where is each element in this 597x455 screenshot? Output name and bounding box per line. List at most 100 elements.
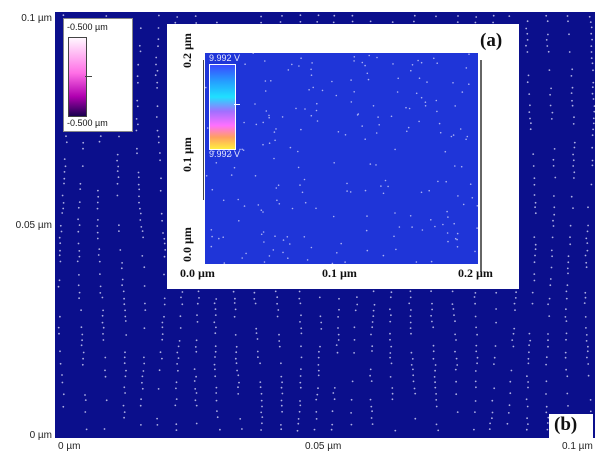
texture-dot — [175, 387, 177, 390]
texture-dot — [410, 309, 412, 311]
texture-dot — [526, 20, 529, 23]
texture-dot — [139, 404, 142, 407]
texture-dot — [430, 260, 433, 263]
texture-dot — [320, 328, 323, 330]
outer-panel-label: (b) — [554, 414, 578, 435]
texture-dot — [98, 248, 101, 251]
texture-dot — [310, 246, 313, 249]
texture-dot — [317, 387, 319, 390]
texture-dot — [297, 150, 299, 153]
texture-dot — [125, 334, 128, 336]
texture-dot — [545, 356, 548, 359]
texture-dot — [215, 392, 218, 394]
texture-dot — [465, 67, 468, 69]
texture-dot — [163, 303, 166, 306]
texture-dot — [77, 218, 79, 221]
texture-dot — [409, 315, 412, 317]
texture-dot — [331, 410, 334, 413]
texture-dot — [58, 332, 60, 335]
texture-dot — [139, 50, 142, 53]
texture-dot — [333, 387, 336, 389]
texture-dot — [548, 315, 551, 317]
texture-dot — [454, 333, 456, 336]
texture-dot — [506, 422, 509, 425]
texture-dot — [234, 308, 237, 311]
texture-dot — [77, 242, 80, 245]
texture-dot — [356, 296, 358, 298]
texture-dot — [446, 232, 449, 234]
texture-dot — [84, 394, 86, 396]
texture-dot — [62, 405, 65, 408]
texture-dot — [415, 92, 418, 95]
texture-dot — [584, 316, 587, 318]
texture-dot — [491, 417, 493, 420]
texture-dot — [361, 125, 363, 127]
outer-y-tick-top: 0.1 µm — [21, 13, 52, 24]
texture-dot — [377, 116, 379, 118]
inset-legend-top-label: 9.992 V — [209, 53, 241, 63]
texture-dot — [351, 20, 354, 23]
texture-dot — [135, 118, 138, 120]
texture-dot — [526, 417, 528, 420]
texture-dot — [158, 14, 160, 17]
texture-dot — [371, 321, 374, 323]
texture-dot — [177, 369, 179, 372]
texture-dot — [527, 357, 530, 360]
texture-dot — [529, 104, 531, 107]
outer-y-tick-mid: 0.05 µm — [15, 220, 52, 231]
texture-dot — [489, 422, 491, 425]
texture-dot — [421, 229, 424, 231]
texture-dot — [525, 44, 527, 47]
texture-dot — [420, 61, 423, 64]
texture-dot — [164, 249, 167, 251]
texture-dot — [466, 135, 469, 138]
texture-dot — [143, 285, 146, 287]
texture-dot — [546, 422, 549, 424]
texture-dot — [389, 352, 392, 354]
texture-dot — [310, 114, 313, 117]
texture-dot — [234, 357, 237, 360]
texture-dot — [156, 105, 159, 108]
texture-dot — [587, 374, 590, 377]
texture-dot — [124, 320, 127, 322]
texture-dot — [274, 290, 277, 293]
texture-dot — [527, 386, 529, 389]
texture-dot — [550, 249, 553, 252]
texture-dot — [116, 153, 119, 156]
texture-dot — [412, 374, 415, 377]
texture-dot — [316, 102, 318, 105]
texture-dot — [99, 135, 102, 137]
texture-dot — [260, 399, 263, 402]
texture-dot — [116, 170, 119, 173]
texture-dot — [300, 332, 303, 335]
texture-dot — [195, 339, 198, 342]
texture-dot — [533, 273, 536, 275]
texture-dot — [492, 14, 495, 17]
texture-dot — [289, 146, 292, 149]
texture-dot — [525, 398, 528, 401]
texture-dot — [567, 272, 569, 275]
texture-dot — [181, 291, 184, 293]
texture-dot — [410, 351, 413, 354]
texture-dot — [317, 14, 320, 17]
texture-dot — [157, 141, 160, 144]
texture-dot — [261, 405, 263, 408]
texture-dot — [156, 424, 159, 426]
texture-dot — [98, 260, 101, 263]
texture-dot — [471, 197, 474, 199]
texture-dot — [474, 292, 477, 294]
texture-dot — [452, 134, 455, 136]
texture-dot — [476, 205, 478, 207]
texture-dot — [313, 428, 316, 431]
texture-dot — [592, 69, 594, 72]
texture-dot — [509, 392, 512, 395]
texture-dot — [451, 303, 454, 305]
texture-dot — [338, 297, 340, 300]
texture-dot — [529, 117, 531, 120]
texture-dot — [211, 188, 214, 191]
texture-dot — [311, 62, 313, 64]
texture-dot — [409, 215, 412, 217]
texture-dot — [176, 363, 178, 365]
texture-dot — [361, 61, 364, 64]
texture-dot — [315, 109, 318, 112]
